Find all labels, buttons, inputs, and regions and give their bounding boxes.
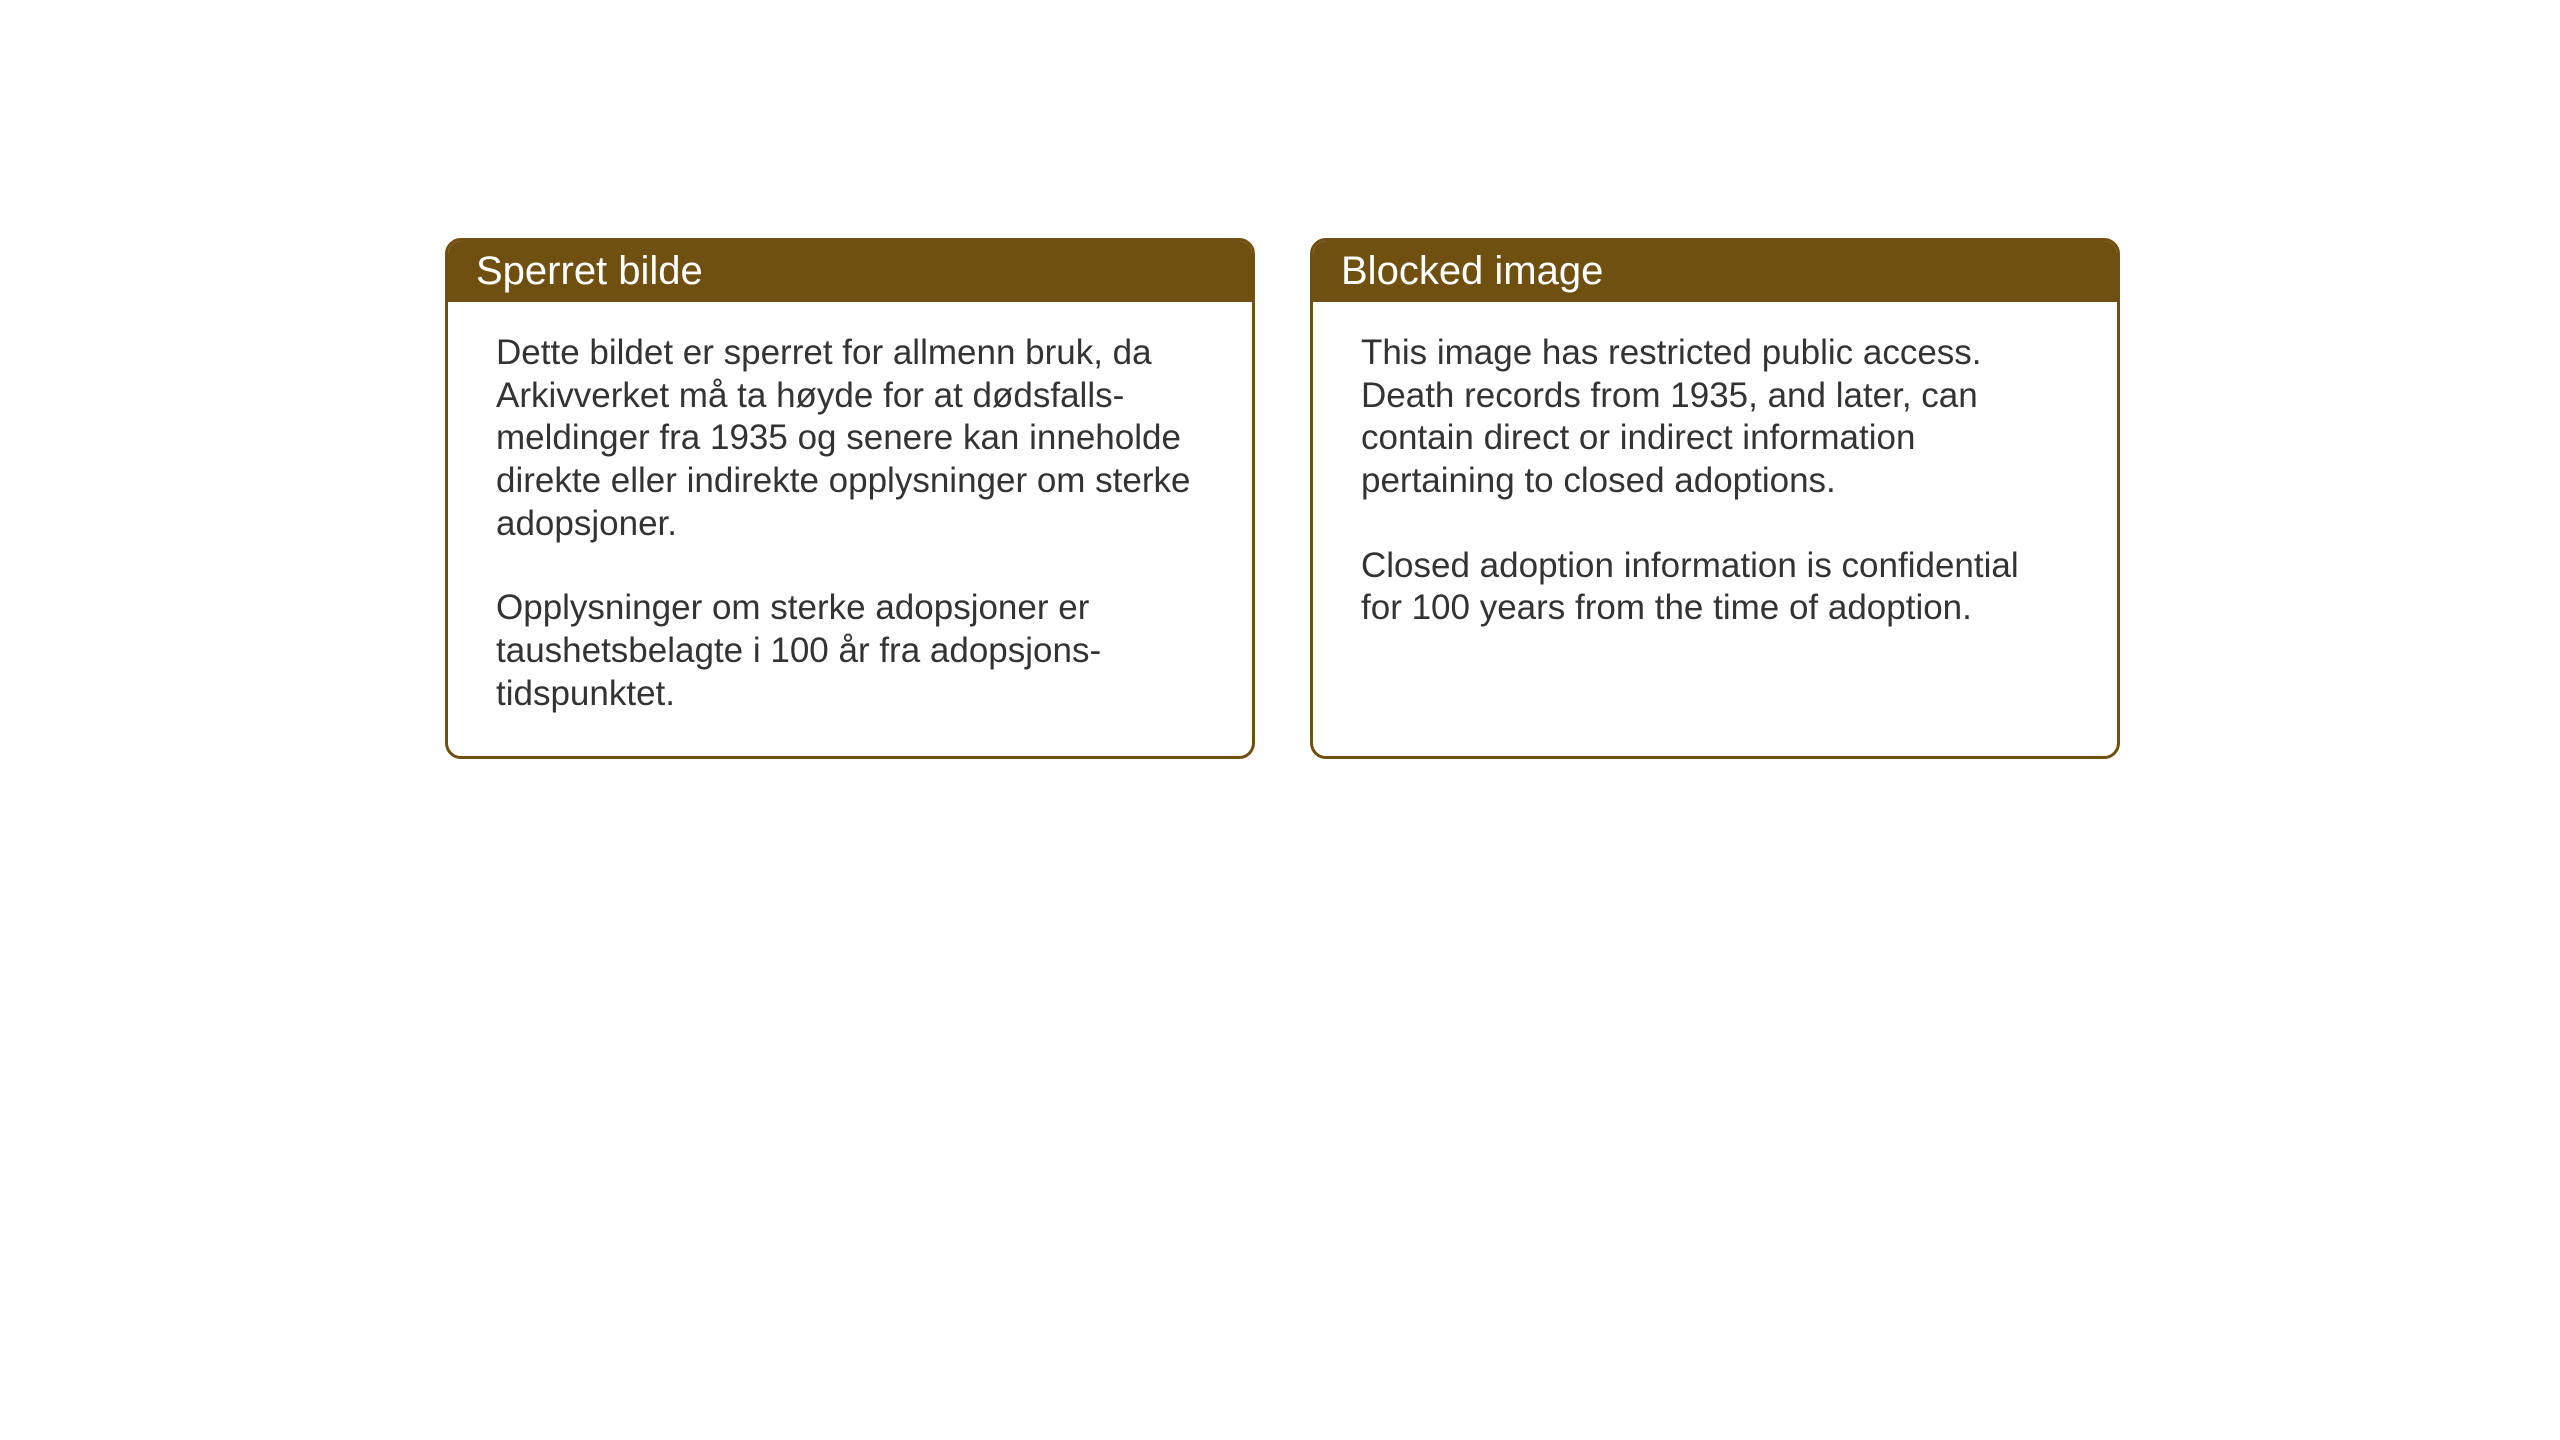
notice-header-norwegian: Sperret bilde — [448, 241, 1252, 302]
notice-title-norwegian: Sperret bilde — [476, 249, 703, 293]
notice-paragraph-1-norwegian: Dette bildet er sperret for allmenn bruk… — [496, 332, 1204, 545]
notice-box-english: Blocked image This image has restricted … — [1310, 238, 2120, 759]
notice-paragraph-2-english: Closed adoption information is confident… — [1361, 545, 2069, 630]
notice-paragraph-1-english: This image has restricted public access.… — [1361, 332, 2069, 503]
notice-header-english: Blocked image — [1313, 241, 2117, 302]
notice-box-norwegian: Sperret bilde Dette bildet er sperret fo… — [445, 238, 1255, 759]
notice-container: Sperret bilde Dette bildet er sperret fo… — [445, 238, 2120, 759]
notice-title-english: Blocked image — [1341, 249, 1603, 293]
notice-body-english: This image has restricted public access.… — [1313, 302, 2117, 732]
notice-body-norwegian: Dette bildet er sperret for allmenn bruk… — [448, 302, 1252, 756]
notice-paragraph-2-norwegian: Opplysninger om sterke adopsjoner er tau… — [496, 587, 1204, 715]
